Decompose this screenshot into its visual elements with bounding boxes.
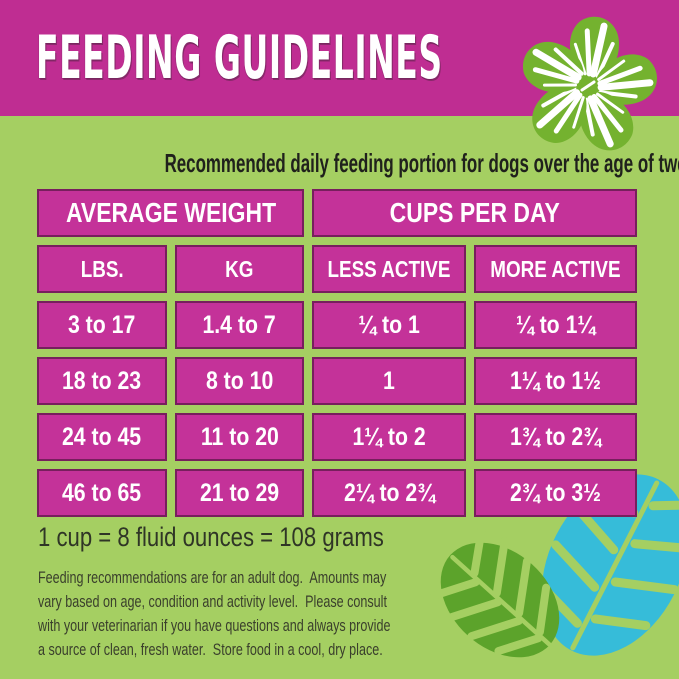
fine-print-line: vary based on age, condition and activit… <box>38 592 387 611</box>
table-cell: 11 to 20 <box>174 413 305 461</box>
page-title: FEEDING GUIDELINES <box>36 24 679 92</box>
page-title-text: FEEDING GUIDELINES <box>36 23 443 93</box>
table-cell: 8 to 10 <box>174 357 305 405</box>
subtitle: Recommended daily feeding portion for do… <box>0 147 679 179</box>
feeding-table: AVERAGE WEIGHT CUPS PER DAY LBS. KG LESS… <box>37 189 637 517</box>
fine-print-line: a source of clean, fresh water. Store fo… <box>38 640 383 659</box>
table-cell: 18 to 23 <box>37 357 167 405</box>
table-cell: ¼ to 1¼ <box>474 301 637 349</box>
table-cell: 1¾ to 2¾ <box>474 413 637 461</box>
table-cell: ¼ to 1 <box>312 301 467 349</box>
table-cell: 1 <box>312 357 467 405</box>
group-header-cups-per-day: CUPS PER DAY <box>312 189 637 237</box>
col-header-kg: KG <box>174 245 305 293</box>
col-header-more-active: MORE ACTIVE <box>474 245 637 293</box>
col-header-lbs: LBS. <box>37 245 167 293</box>
table-cell: 21 to 29 <box>174 469 305 517</box>
cup-equivalence-note: 1 cup = 8 fluid ounces = 108 grams <box>38 522 384 552</box>
table-cell: 46 to 65 <box>37 469 167 517</box>
fine-print-line: Feeding recommendations are for an adult… <box>38 568 387 587</box>
table-cell: 2¼ to 2¾ <box>312 469 467 517</box>
table-cell: 1¼ to 2 <box>312 413 467 461</box>
table-cell: 2¾ to 3½ <box>474 469 637 517</box>
group-header-average-weight: AVERAGE WEIGHT <box>37 189 305 237</box>
fine-print-line: with your veterinarian if you have quest… <box>38 616 391 635</box>
table-cell: 1.4 to 7 <box>174 301 305 349</box>
subtitle-text: Recommended daily feeding portion for do… <box>164 148 679 178</box>
col-header-less-active: LESS ACTIVE <box>312 245 467 293</box>
fine-print: Feeding recommendations are for an adult… <box>38 566 514 662</box>
table-cell: 3 to 17 <box>37 301 167 349</box>
table-cell: 24 to 45 <box>37 413 167 461</box>
table-cell: 1¼ to 1½ <box>474 357 637 405</box>
